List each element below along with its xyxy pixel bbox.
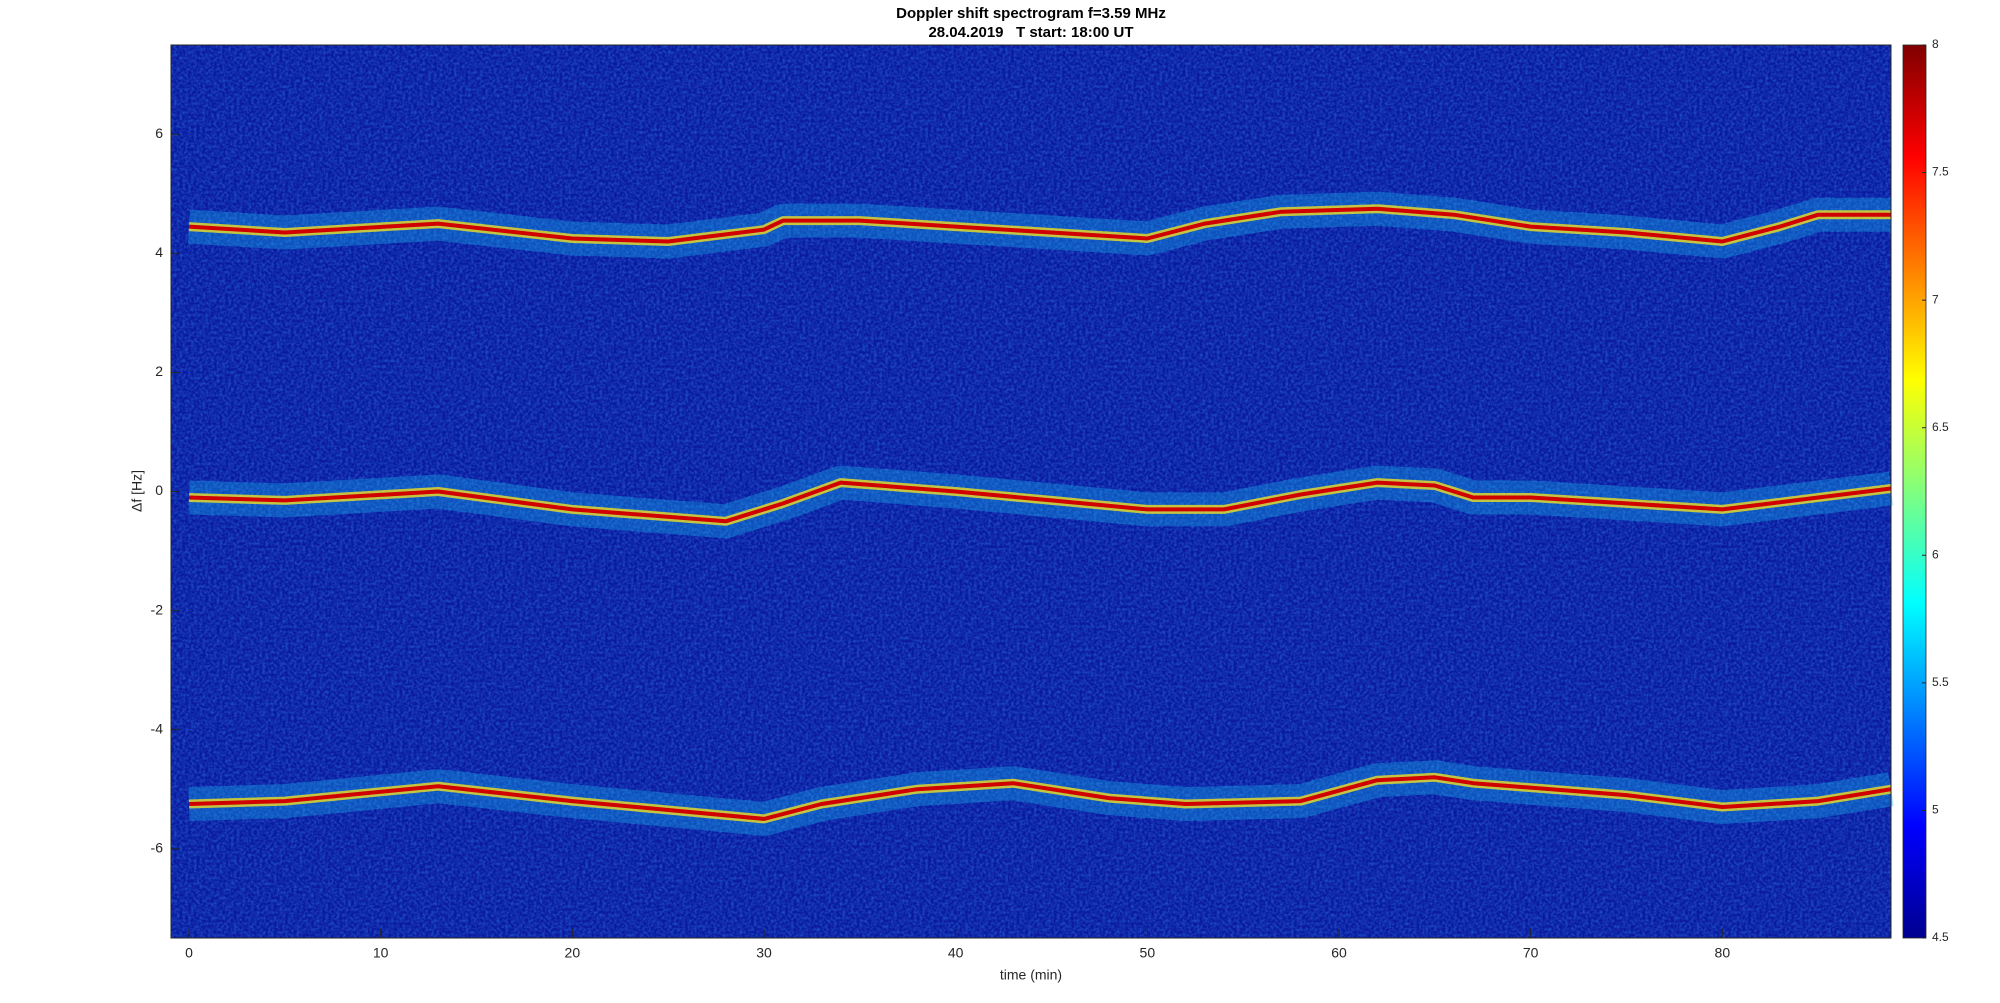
y-tick-label: 2: [155, 363, 163, 379]
colorbar-tick-label: 6: [1932, 547, 1939, 561]
x-tick-label: 10: [373, 945, 389, 961]
y-tick-label: -4: [151, 720, 164, 736]
trace-line: [188, 775, 1892, 821]
colorbar-tick-label: 8: [1932, 37, 1939, 51]
colorbar-tick-label: 7.5: [1932, 165, 1949, 179]
colorbar-tick-label: 5: [1932, 803, 1939, 817]
x-tick-label: 20: [565, 945, 581, 961]
y-tick-label: 0: [155, 482, 163, 498]
x-tick-label: 70: [1523, 945, 1539, 961]
y-axis-label: Δf [Hz]: [129, 470, 145, 512]
colorbar-tick-label: 4.5: [1932, 930, 1949, 944]
x-tick-label: 50: [1140, 945, 1156, 961]
y-tick-label: -6: [151, 839, 164, 855]
colorbar-tick-label: 5.5: [1932, 675, 1949, 689]
trace-line: [188, 480, 1892, 524]
colorbar-tick-label: 7: [1932, 292, 1939, 306]
colorbar: [1902, 44, 1927, 939]
chart-title: Doppler shift spectrogram f=3.59 MHz: [896, 5, 1166, 22]
y-tick-label: -2: [151, 601, 164, 617]
y-tick-label: 6: [155, 125, 163, 141]
x-tick-label: 80: [1715, 945, 1731, 961]
colorbar-tick-label: 6.5: [1932, 420, 1949, 434]
chart-subtitle: 28.04.2019 T start: 18:00 UT: [928, 24, 1133, 41]
x-tick-label: 40: [948, 945, 964, 961]
x-tick-label: 0: [185, 945, 193, 961]
x-tick-label: 60: [1331, 945, 1347, 961]
x-axis-label: time (min): [1000, 967, 1062, 983]
y-tick-label: 4: [155, 244, 163, 260]
x-tick-label: 30: [756, 945, 772, 961]
trace-line: [188, 206, 1891, 244]
